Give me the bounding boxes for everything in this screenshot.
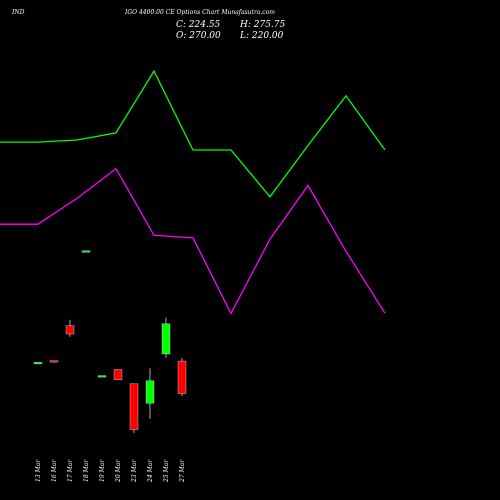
candle: [161, 317, 171, 358]
candle-body: [129, 383, 139, 430]
x-axis-labels: 13 Mar 16 Mar 17 Mar 18 Mar 19 Mar 20 Mar 23 M…: [35, 459, 186, 483]
x-tick-label: 27 Mar: [179, 459, 186, 483]
x-tick-label: 23 Mar: [131, 459, 138, 483]
candles-layer: [33, 250, 187, 433]
candle: [113, 369, 123, 381]
x-tick-label: 25 Mar: [163, 459, 170, 483]
x-tick-label: 17 Mar: [67, 459, 74, 482]
candle: [33, 362, 43, 365]
close-value: C: 224.55: [176, 20, 221, 30]
x-tick-label: 13 Mar: [35, 459, 42, 482]
candle: [129, 383, 139, 433]
candle-body: [33, 362, 43, 365]
open-value: O: 270.00: [176, 31, 221, 41]
candle-body: [49, 360, 59, 363]
x-tick-label: 18 Mar: [83, 459, 90, 482]
bands-layer: [0, 69, 386, 315]
candle-body: [65, 325, 75, 335]
candle: [145, 368, 155, 419]
low-value: L: 220.00: [239, 31, 284, 41]
upper-band-line: [0, 69, 386, 198]
candle: [49, 360, 59, 363]
x-tick-label: 24 Mar: [147, 459, 154, 483]
x-tick-label: 16 Mar: [51, 459, 58, 482]
candle-body: [81, 250, 91, 253]
chart-symbol: IND: [11, 9, 25, 16]
lower-band-line: [0, 167, 386, 315]
candle: [97, 375, 107, 378]
candle: [81, 250, 91, 253]
candle: [177, 357, 187, 397]
candle-body: [97, 375, 107, 378]
candle-body: [145, 380, 155, 404]
chart-subtitle: IGO 4400.00 CE Options Chart Munafasutra…: [124, 9, 275, 16]
x-tick-label: 19 Mar: [99, 459, 106, 482]
candle: [65, 319, 75, 337]
high-value: H: 275.75: [239, 20, 286, 30]
candle-body: [177, 360, 187, 394]
candle-body: [161, 323, 171, 355]
x-tick-label: 20 Mar: [115, 459, 122, 483]
candle-body: [113, 369, 123, 381]
